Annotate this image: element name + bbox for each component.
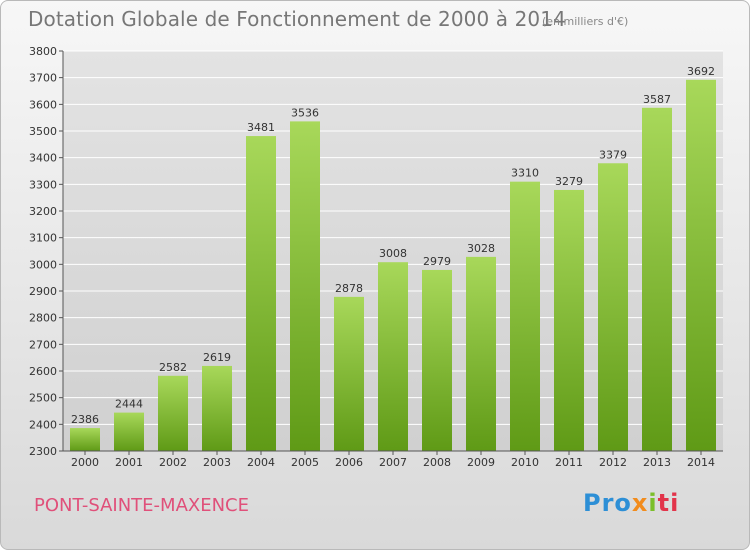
x-tick-label: 2008 <box>423 456 451 469</box>
logo-part-4: ti <box>657 489 680 517</box>
data-label: 2979 <box>423 255 451 268</box>
city-name: PONT-SAINTE-MAXENCE <box>34 495 249 516</box>
y-tick-label: 3000 <box>29 258 57 271</box>
y-tick-label: 3200 <box>29 205 57 218</box>
data-label: 3692 <box>687 65 715 78</box>
y-tick-label: 3300 <box>29 178 57 191</box>
y-tick-label: 2500 <box>29 392 57 405</box>
y-tick-label: 3500 <box>29 125 57 138</box>
x-tick-label: 2000 <box>71 456 99 469</box>
bar <box>466 256 496 451</box>
data-label: 3536 <box>291 106 319 119</box>
data-label: 3279 <box>555 175 583 188</box>
x-tick-label: 2004 <box>247 456 275 469</box>
x-tick-label: 2009 <box>467 456 495 469</box>
x-tick-label: 2007 <box>379 456 407 469</box>
y-tick-label: 3600 <box>29 98 57 111</box>
data-label: 2619 <box>203 351 231 364</box>
bar <box>686 79 716 452</box>
data-label: 3379 <box>599 148 627 161</box>
bar <box>598 163 628 451</box>
data-label: 2878 <box>335 282 363 295</box>
y-tick-label: 2400 <box>29 418 57 431</box>
logo-part-2: x <box>631 489 649 517</box>
axes: 2300 2400 2500 2600 2700 2800 2900 3000 3100 3200… <box>29 45 723 469</box>
x-tick-label: 2014 <box>687 456 715 469</box>
bar <box>334 296 364 451</box>
x-tick-label: 2003 <box>203 456 231 469</box>
x-tick-label: 2012 <box>599 456 627 469</box>
data-label: 3008 <box>379 247 407 260</box>
data-label: 3587 <box>643 93 671 106</box>
y-tick-label: 3800 <box>29 45 57 58</box>
y-tick-label: 2900 <box>29 285 57 298</box>
data-label: 2386 <box>71 413 99 426</box>
y-tick-label: 2800 <box>29 312 57 325</box>
chart-title: Dotation Globale de Fonctionnement de 20… <box>28 7 566 31</box>
y-tick-label: 2300 <box>29 445 57 458</box>
bar <box>246 136 276 452</box>
x-tick-label: 2002 <box>159 456 187 469</box>
x-tick-label: 2006 <box>335 456 363 469</box>
y-tick-label: 3700 <box>29 72 57 85</box>
bars: 2386 2444 2582 2619 3481 3536 2878 3008 2979 3028… <box>70 65 716 452</box>
proxiti-logo: Proxiti <box>583 489 679 517</box>
x-tick-label: 2010 <box>511 456 539 469</box>
bar <box>378 262 408 451</box>
x-tick-label: 2005 <box>291 456 319 469</box>
y-tick-label: 3400 <box>29 152 57 165</box>
data-label: 3481 <box>247 121 275 134</box>
x-tick-label: 2011 <box>555 456 583 469</box>
bar <box>422 269 452 451</box>
data-label: 3028 <box>467 242 495 255</box>
bar <box>114 412 144 451</box>
bar <box>70 428 100 451</box>
bar <box>158 375 188 451</box>
bar <box>290 121 320 452</box>
logo-part-1: Pro <box>583 489 632 517</box>
y-tick-label: 2700 <box>29 338 57 351</box>
bar <box>510 181 540 451</box>
x-tick-label: 2013 <box>643 456 671 469</box>
data-label: 2582 <box>159 361 187 374</box>
bar <box>642 107 672 452</box>
data-label: 2444 <box>115 398 143 411</box>
y-tick-label: 3100 <box>29 232 57 245</box>
y-tick-label: 2600 <box>29 365 57 378</box>
chart-subtitle: (en milliers d'€) <box>542 15 629 28</box>
bar <box>202 365 232 451</box>
data-label: 3310 <box>511 167 539 180</box>
logo-part-3: i <box>648 489 658 517</box>
bar <box>554 189 584 451</box>
x-tick-label: 2001 <box>115 456 143 469</box>
